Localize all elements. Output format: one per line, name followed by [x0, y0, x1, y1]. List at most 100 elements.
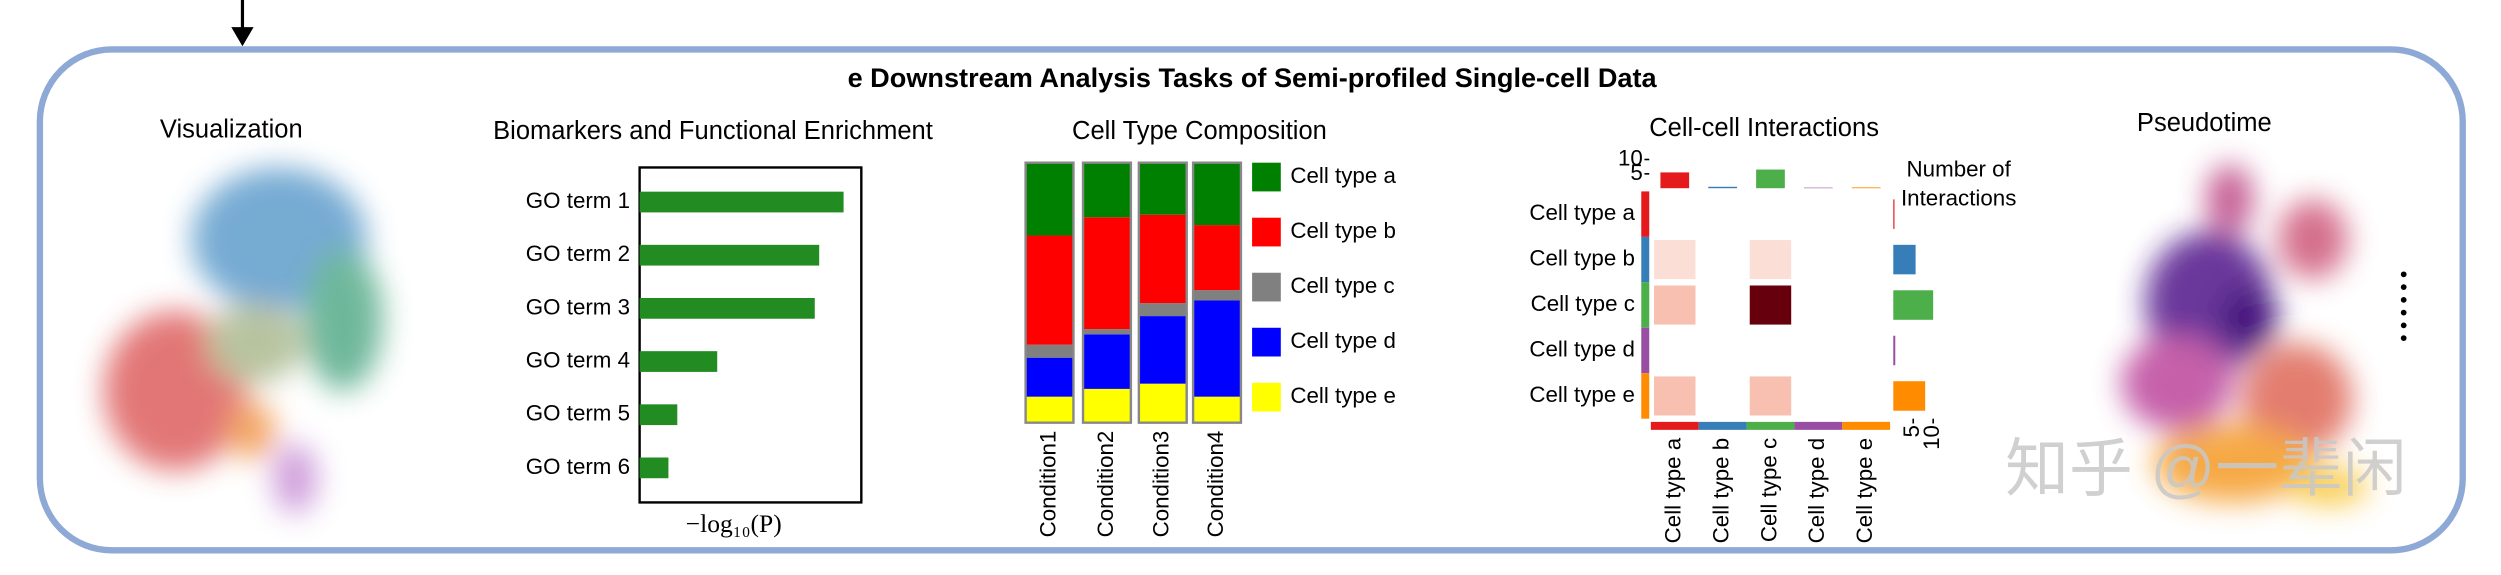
panel-border: [36, 46, 2466, 554]
legend-swatch: [1252, 382, 1281, 412]
col-label: Cell type c: [1756, 438, 1781, 542]
category-label: GO term 3: [526, 294, 630, 319]
legend-label: Cell type d: [1290, 328, 1396, 353]
heatmap-cell: [1845, 376, 1887, 416]
heatmap-cell: [1749, 376, 1792, 416]
bar: [639, 244, 820, 266]
heatmap-cell: [1797, 376, 1840, 416]
heatmap-cell: [1654, 376, 1696, 416]
row-strip: [1641, 236, 1650, 283]
row-label: Cell type b: [1529, 245, 1635, 270]
legend-swatch: [1252, 162, 1281, 192]
heatmap-cell: [1797, 240, 1840, 280]
tick-label: 10: [1618, 145, 1643, 170]
marginal-bar: [1893, 290, 1934, 320]
pseudotime-cloud: [2121, 164, 2369, 506]
marginal-bar: [1893, 381, 1926, 411]
bar-segment: [1138, 303, 1187, 317]
ellipsis: [2400, 271, 2407, 342]
bar-segment: [1083, 329, 1131, 335]
heatmap-cell: [1797, 194, 1840, 234]
heatmap-cell: [1845, 194, 1887, 234]
bar: [639, 404, 678, 426]
arrow-head: [231, 27, 254, 47]
legend-label: Cell type a: [1290, 163, 1396, 188]
legend-swatch: [1252, 327, 1281, 357]
plot-frame: [638, 166, 863, 504]
heatmap-cell: [1701, 330, 1744, 371]
bar-segment: [1138, 383, 1187, 423]
bar-outline: [1191, 161, 1243, 424]
marginal-bar: [1708, 186, 1737, 189]
legend-swatch: [1252, 217, 1281, 247]
heatmap-cell: [1845, 330, 1887, 371]
marginal-bar: [1893, 244, 1916, 275]
row-strip: [1641, 191, 1650, 237]
umap-cloud: [103, 167, 383, 514]
heatmap-cell: [1701, 240, 1744, 280]
heatmap-cell: [1749, 285, 1792, 325]
col-label: Cell type d: [1804, 438, 1829, 544]
panel-title: Pseudotime: [2137, 109, 2272, 137]
row-label: Cell type d: [1529, 336, 1635, 361]
heatmap-cell: [1654, 285, 1696, 325]
marginal-bar: [1803, 187, 1833, 189]
x-axis-label: −log₁₀(P): [686, 509, 782, 538]
bar-outline: [1024, 161, 1075, 424]
bar-segment: [1138, 162, 1187, 215]
bar-segment: [1138, 214, 1187, 304]
bar-segment: [1025, 235, 1074, 345]
bar-segment: [1193, 396, 1241, 423]
heatmap-cell: [1797, 330, 1840, 371]
bar-segment: [1083, 217, 1131, 330]
heatmap-cell: [1701, 376, 1744, 416]
heatmap-cell: [1797, 285, 1840, 325]
figure-title: e Downstream Analysis Tasks of Semi-prof…: [848, 62, 1658, 93]
heatmap-cell: [1845, 285, 1887, 325]
category-label: GO term 1: [526, 188, 630, 213]
col-strip: [1698, 421, 1747, 430]
heatmap-cell: [1701, 194, 1744, 234]
heatmap-cell: [1749, 194, 1792, 234]
bar-outline: [1137, 161, 1188, 424]
row-strip: [1641, 327, 1650, 374]
col-strip: [1650, 421, 1699, 430]
row-strip: [1641, 373, 1650, 419]
heatmap-cell: [1749, 240, 1792, 280]
category-label: GO term 5: [526, 401, 630, 426]
bar-segment: [1083, 162, 1131, 218]
marginal-bar: [1851, 187, 1881, 189]
bar: [639, 191, 844, 213]
col-label: Cell type b: [1709, 438, 1734, 544]
legend-swatch: [1252, 272, 1281, 302]
bar: [639, 298, 815, 319]
bar-segment: [1193, 290, 1241, 301]
legend-title: Number of: [1907, 157, 2012, 182]
bar-segment: [1025, 357, 1074, 397]
row-label: Cell type a: [1529, 200, 1635, 225]
x-tick-label: Condition3: [1149, 431, 1174, 538]
bar-outline: [1081, 161, 1133, 424]
chart-title: Cell Type Composition: [1072, 117, 1327, 145]
row-label: Cell type c: [1531, 291, 1635, 316]
legend-label: Cell type b: [1290, 218, 1396, 243]
heatmap-cell: [1654, 240, 1696, 280]
chart-title: Biomarkers and Functional Enrichment: [493, 117, 933, 145]
bar-segment: [1025, 344, 1074, 358]
marginal-bar: [1893, 199, 1895, 229]
x-tick-label: Condition1: [1035, 431, 1060, 538]
legend-label: Cell type c: [1290, 273, 1394, 298]
col-strip: [1842, 421, 1891, 430]
row-strip: [1641, 282, 1650, 328]
row-label: Cell type e: [1529, 382, 1635, 407]
col-strip: [1794, 421, 1843, 430]
heatmap-cell: [1845, 240, 1887, 280]
heatmap-cell: [1654, 194, 1696, 234]
col-strip: [1746, 421, 1795, 430]
category-label: GO term 6: [526, 454, 630, 479]
marginal-bar: [1893, 335, 1896, 366]
watermark: 知乎 @一辈闲: [2005, 433, 2406, 505]
tick-label: 5: [1899, 425, 1924, 437]
